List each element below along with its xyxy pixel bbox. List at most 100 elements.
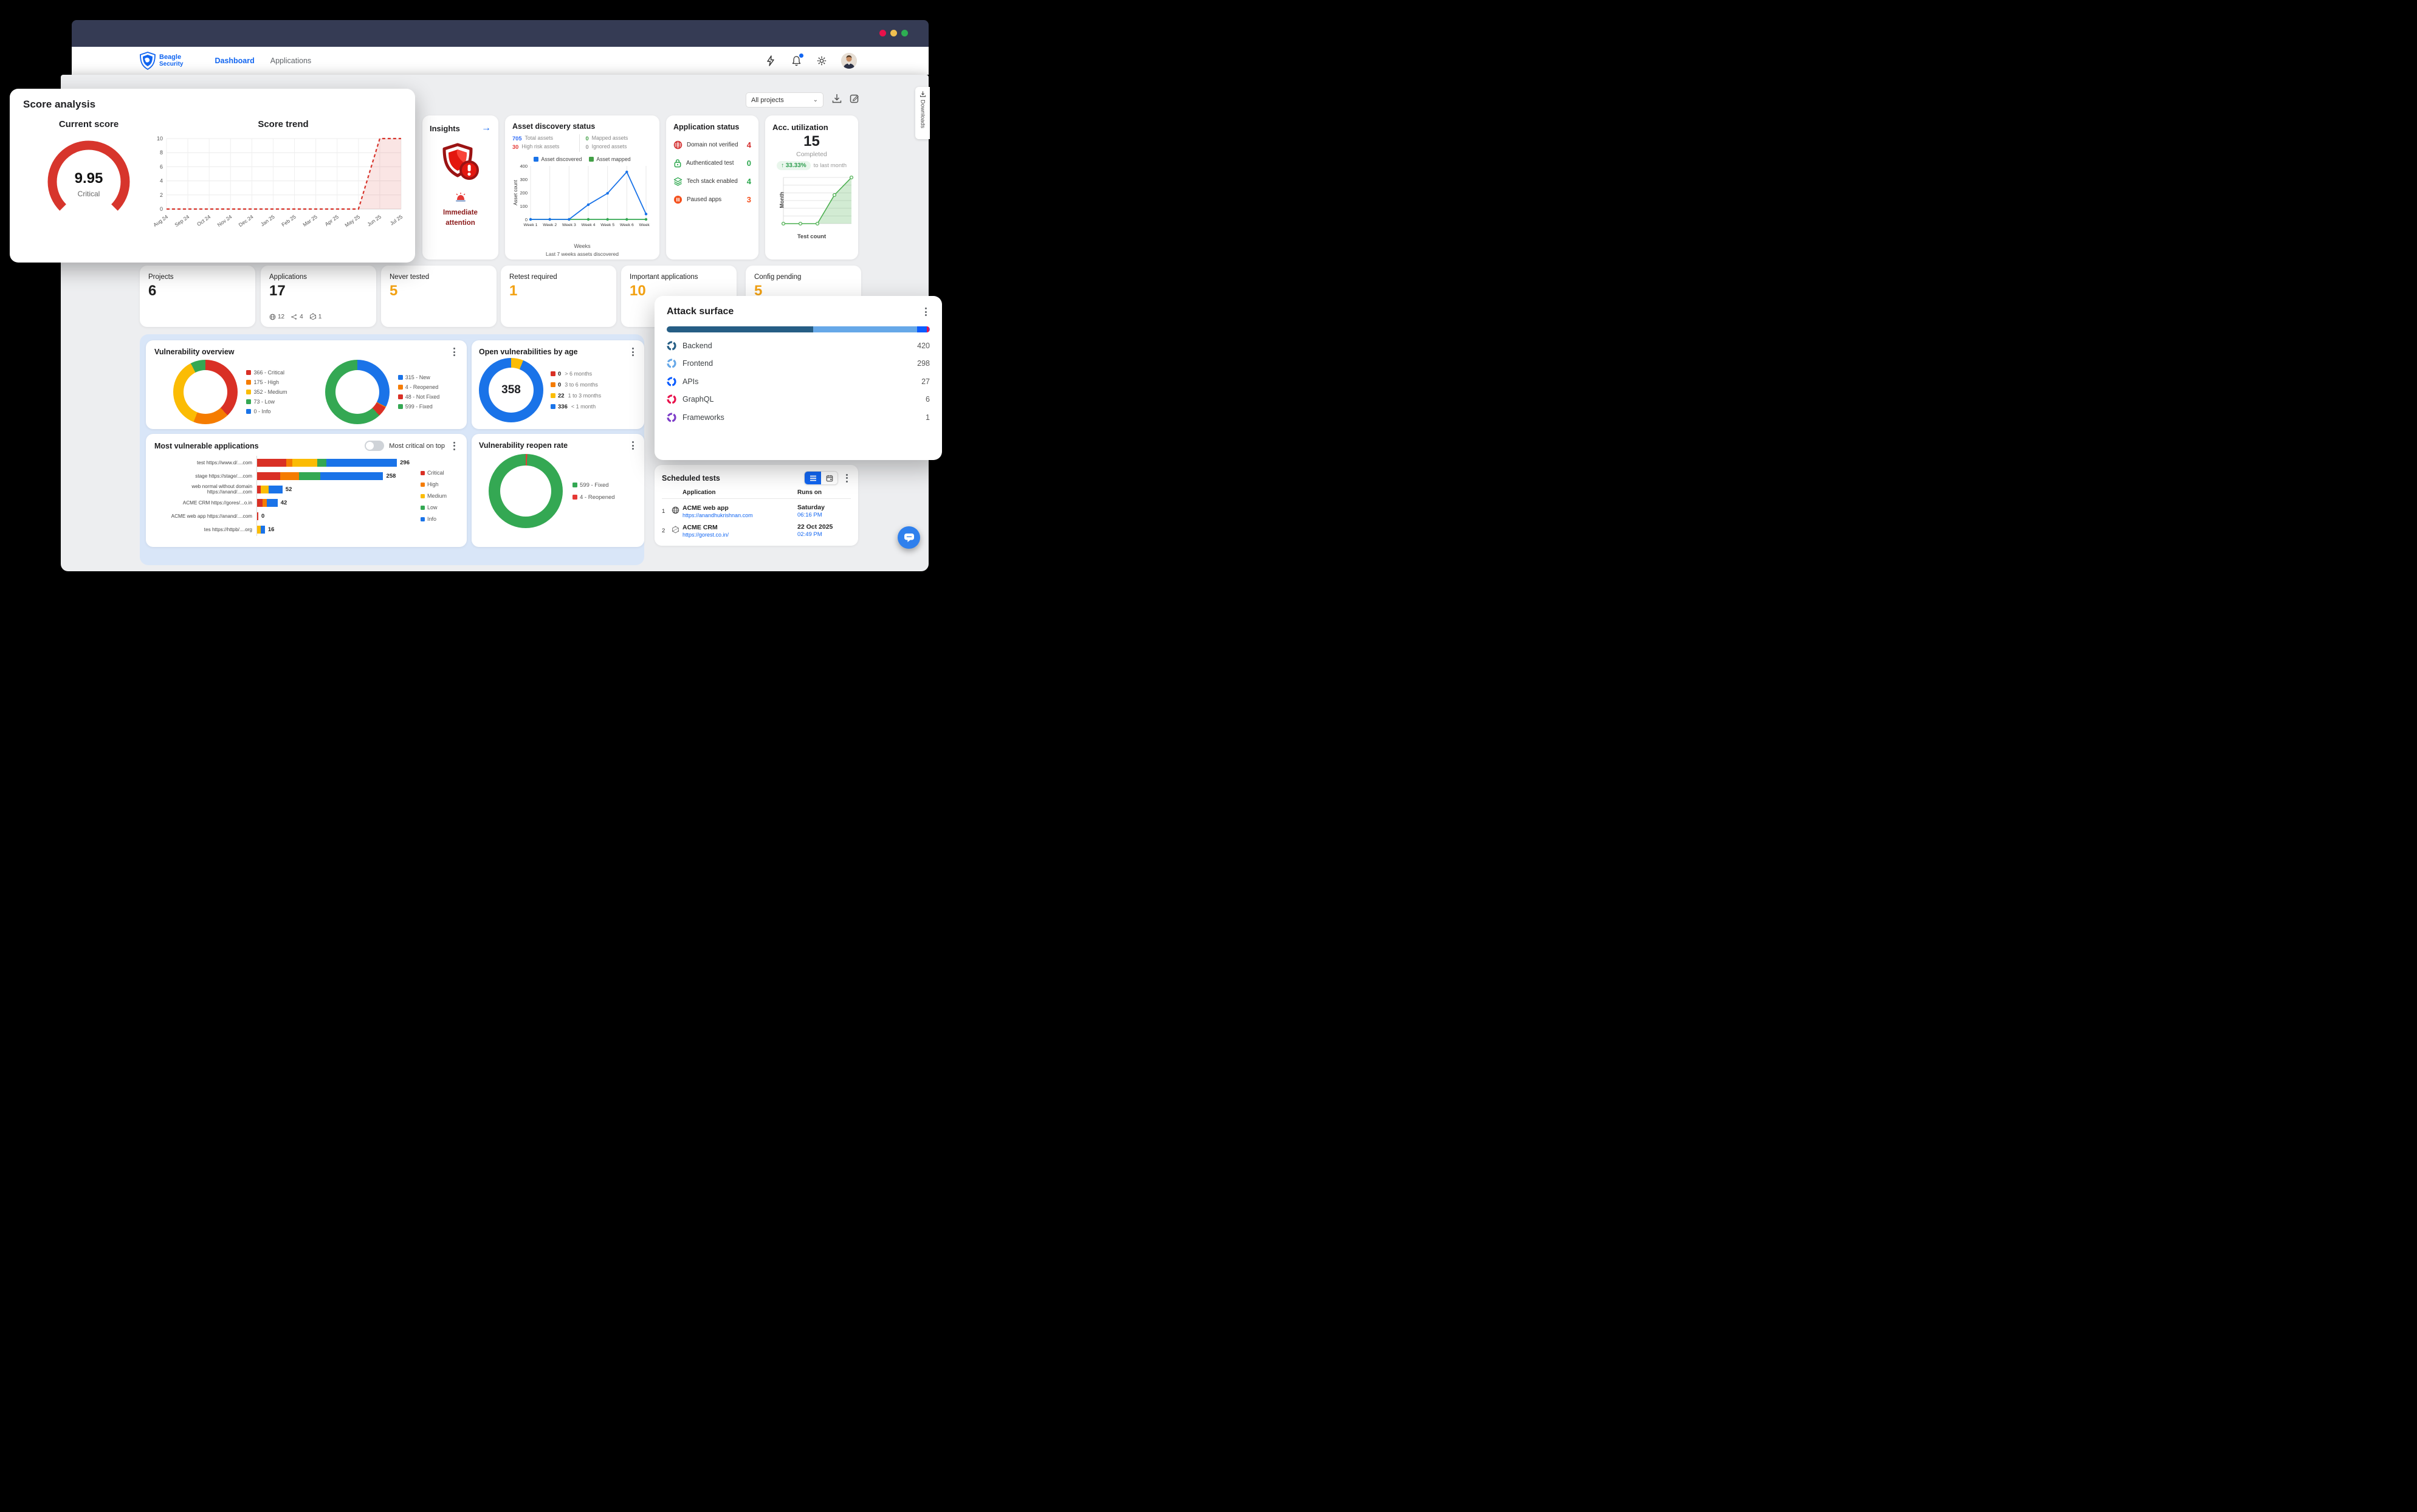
acc-utilization-title: Acc. utilization bbox=[772, 123, 828, 132]
score-analysis-title: Score analysis bbox=[23, 98, 96, 110]
legend-item: High bbox=[421, 481, 458, 487]
edit-dashboard-button[interactable] bbox=[849, 93, 862, 106]
graphql-icon bbox=[672, 526, 679, 534]
ring-icon bbox=[667, 359, 676, 368]
window-titlebar bbox=[72, 20, 929, 47]
legend-item: 366 - Critical bbox=[246, 369, 287, 376]
api-apps-count: 4 bbox=[291, 314, 303, 320]
scheduled-test-row: 1 ACME web app https://anandhukrishnan.c… bbox=[662, 504, 825, 518]
app-link[interactable]: https://gorest.co.in/ bbox=[682, 531, 729, 538]
svg-text:Apr 25: Apr 25 bbox=[324, 213, 340, 227]
window-controls[interactable] bbox=[879, 30, 908, 36]
globe-icon bbox=[269, 314, 276, 320]
legend-item: 336 < 1 month bbox=[551, 404, 601, 410]
list-view-button[interactable] bbox=[805, 472, 821, 484]
completed-label: Completed bbox=[796, 151, 827, 158]
kebab-menu-icon[interactable] bbox=[921, 307, 930, 317]
layers-icon bbox=[673, 177, 682, 186]
svg-text:Sep 24: Sep 24 bbox=[173, 213, 190, 228]
total-assets-label: Total assets bbox=[524, 135, 553, 141]
tab-applications[interactable]: Applications bbox=[270, 57, 312, 65]
reopen-rate-card: Vulnerability reopen rate 599 - Fixed 4 … bbox=[472, 434, 644, 547]
delta-suffix: to last month bbox=[813, 162, 847, 169]
download-icon bbox=[920, 91, 926, 97]
attack-surface-stacked-bar bbox=[667, 326, 930, 332]
calendar-view-button[interactable] bbox=[821, 472, 837, 484]
status-value: 3 bbox=[746, 195, 751, 204]
mapped-assets-label: Mapped assets bbox=[591, 135, 628, 141]
kebab-menu-icon[interactable] bbox=[450, 347, 458, 357]
kebab-menu-icon[interactable] bbox=[450, 441, 458, 451]
brand-name: Beagle Security bbox=[159, 53, 184, 67]
legend-item: 4 - Reopened bbox=[397, 384, 440, 390]
insights-title: Insights bbox=[430, 123, 460, 133]
stat-card-projects: Projects 6 bbox=[140, 266, 255, 327]
globe-icon bbox=[672, 506, 679, 514]
quick-actions-icon[interactable] bbox=[765, 55, 777, 67]
svg-text:Week 3: Week 3 bbox=[562, 223, 576, 227]
stat-card-retest-required: Retest required 1 bbox=[501, 266, 616, 327]
legend-item: 73 - Low bbox=[246, 399, 287, 405]
legend-item: Low bbox=[421, 504, 458, 510]
status-row-paused-apps: Paused apps 3 bbox=[673, 195, 751, 204]
column-application: Application bbox=[682, 489, 716, 496]
vulnerability-overview-card: Vulnerability overview 366 - Critical 17… bbox=[146, 340, 467, 429]
legend-asset-mapped: Asset mapped bbox=[589, 156, 631, 162]
svg-text:0: 0 bbox=[160, 206, 163, 212]
svg-text:10: 10 bbox=[157, 136, 163, 142]
delta-badge: ↑ 33.33% bbox=[776, 161, 811, 170]
severity-donut-chart bbox=[173, 360, 238, 424]
attack-surface-title: Attack surface bbox=[667, 306, 734, 317]
scheduled-test-row: 2 ACME CRM https://gorest.co.in/ 22 Oct … bbox=[662, 523, 833, 538]
user-avatar[interactable] bbox=[841, 53, 857, 69]
high-risk-assets-value: 30 bbox=[512, 144, 519, 151]
insights-cta[interactable]: Immediate attention bbox=[443, 209, 478, 227]
svg-text:2: 2 bbox=[160, 192, 163, 198]
toggle-label: Most critical on top bbox=[389, 442, 445, 450]
most-critical-toggle[interactable] bbox=[365, 441, 385, 451]
calendar-icon bbox=[826, 475, 833, 481]
ignored-assets-value: 0 bbox=[585, 144, 589, 151]
tab-dashboard[interactable]: Dashboard bbox=[215, 57, 255, 65]
attack-surface-row-apis: APIs 27 bbox=[667, 376, 930, 387]
total-assets-value: 705 bbox=[512, 136, 522, 142]
status-value: 4 bbox=[746, 177, 751, 186]
download-report-button[interactable] bbox=[831, 93, 845, 106]
kebab-menu-icon[interactable] bbox=[628, 441, 637, 450]
kebab-menu-icon[interactable] bbox=[842, 473, 851, 483]
minimize-window-icon[interactable] bbox=[890, 30, 897, 36]
settings-gear-icon[interactable] bbox=[816, 55, 828, 67]
insights-arrow-icon[interactable]: → bbox=[481, 123, 491, 133]
svg-text:400: 400 bbox=[520, 163, 528, 169]
vuln-app-bar-row: tes https://httpb/....org 16 bbox=[154, 523, 421, 536]
vuln-app-bar-row: stage https://stage/....com 258 bbox=[154, 469, 421, 483]
kebab-menu-icon[interactable] bbox=[628, 347, 637, 357]
scheduled-tests-title: Scheduled tests bbox=[662, 473, 720, 483]
asset-discovery-title: Asset discovery status bbox=[512, 122, 596, 131]
downloads-side-tab[interactable]: Downloads bbox=[915, 87, 930, 139]
close-window-icon[interactable] bbox=[879, 30, 886, 36]
vuln-app-bar-row: test https://www.d/....com 296 bbox=[154, 456, 421, 469]
maximize-window-icon[interactable] bbox=[901, 30, 908, 36]
legend-item: 4 - Reopened bbox=[572, 494, 615, 501]
acc-utilization-card: Acc. utilization 15 Completed ↑ 33.33% t… bbox=[765, 115, 858, 259]
age-donut-chart: 358 bbox=[479, 358, 543, 422]
svg-text:0: 0 bbox=[525, 217, 528, 222]
svg-text:8: 8 bbox=[160, 149, 163, 156]
legend-item: 599 - Fixed bbox=[572, 482, 615, 489]
svg-text:Jan 25: Jan 25 bbox=[260, 213, 276, 227]
svg-text:Mar 25: Mar 25 bbox=[301, 213, 318, 228]
notifications-bell-icon[interactable] bbox=[790, 53, 803, 67]
brand-logo[interactable]: Beagle Security bbox=[140, 52, 183, 70]
app-link[interactable]: https://anandhukrishnan.com bbox=[682, 512, 753, 518]
chat-widget-button[interactable] bbox=[898, 526, 920, 549]
score-analysis-card: Score analysis Current score 9.95 Critic… bbox=[10, 89, 415, 263]
chevron-down-icon: ⌄ bbox=[813, 97, 818, 103]
legend-item: Critical bbox=[421, 470, 458, 476]
application-status-title: Application status bbox=[673, 123, 740, 131]
legend-item: 0 > 6 months bbox=[551, 371, 601, 377]
web-apps-count: 12 bbox=[269, 314, 284, 320]
ring-icon bbox=[667, 412, 676, 422]
svg-text:Feb 25: Feb 25 bbox=[280, 213, 297, 228]
project-filter-select[interactable]: All projects ⌄ bbox=[746, 92, 823, 108]
